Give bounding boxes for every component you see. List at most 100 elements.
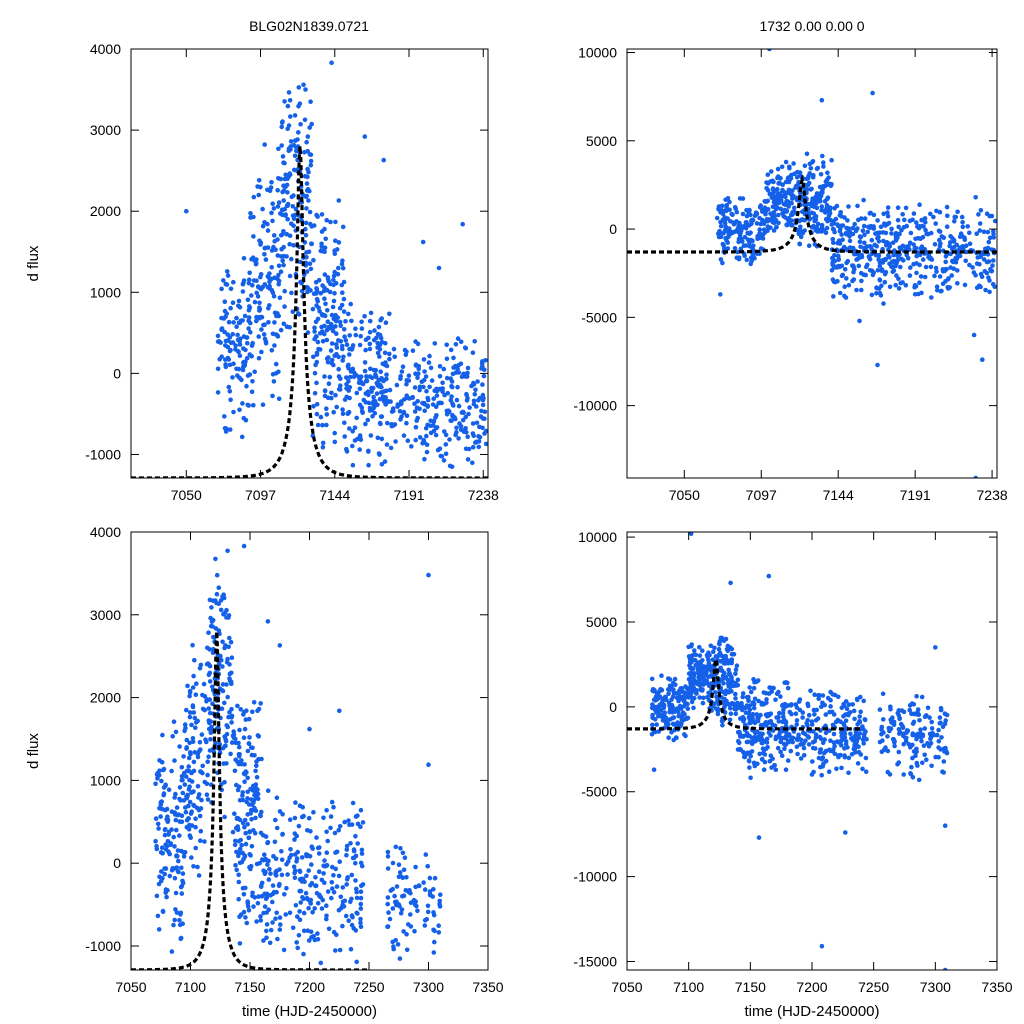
data-point (863, 769, 869, 774)
data-point (340, 258, 345, 264)
data-point (983, 246, 988, 252)
data-point (325, 319, 331, 325)
data-point (196, 873, 202, 878)
data-point (340, 885, 346, 890)
data-point (472, 339, 478, 344)
data-point (243, 841, 249, 847)
data-point (741, 749, 746, 755)
data-point (179, 813, 185, 818)
data-point (777, 710, 782, 716)
data-point (292, 868, 298, 874)
data-point (306, 905, 311, 911)
data-point (282, 288, 288, 294)
data-point (377, 347, 383, 352)
data-point (910, 217, 915, 223)
data-point (735, 677, 741, 683)
data-point (256, 178, 262, 183)
data-point (870, 272, 876, 278)
data-point (245, 789, 250, 795)
data-point (842, 293, 847, 299)
data-point (723, 656, 729, 661)
data-point (268, 871, 273, 876)
data-point (688, 666, 693, 671)
data-point (482, 431, 487, 436)
data-point (236, 896, 241, 902)
data-point (155, 776, 160, 781)
data-point (945, 285, 950, 290)
data-point-outlier (426, 572, 431, 578)
data-point (352, 425, 358, 431)
data-point (444, 342, 450, 348)
data-point (205, 772, 210, 778)
data-point (721, 699, 726, 705)
data-point (213, 740, 218, 746)
data-point (322, 226, 327, 232)
data-point (245, 812, 250, 817)
data-point (880, 230, 886, 235)
data-point (458, 361, 464, 367)
data-point-outlier (329, 60, 334, 66)
data-point (764, 180, 769, 185)
data-point (805, 176, 811, 181)
data-point (276, 200, 282, 205)
data-point (955, 281, 960, 286)
data-point (329, 799, 335, 805)
data-point (918, 236, 923, 241)
data-point (374, 335, 379, 341)
data-point (176, 858, 181, 864)
y-tick-label: 5000 (586, 133, 617, 149)
data-point (257, 860, 263, 866)
data-point (416, 883, 422, 889)
data-point (220, 664, 225, 669)
data-point (671, 690, 677, 696)
y-tick-label: 0 (113, 855, 121, 871)
data-point (374, 391, 380, 396)
data-point (227, 362, 233, 368)
data-point (929, 726, 935, 731)
data-point (367, 408, 373, 413)
data-point (774, 715, 779, 720)
x-tick-label: 7300 (413, 979, 444, 995)
data-point (810, 740, 816, 745)
data-point (290, 204, 296, 209)
data-point (908, 745, 913, 750)
data-point (207, 697, 212, 702)
data-point (950, 258, 955, 264)
data-point (838, 210, 843, 215)
data-point (209, 605, 214, 610)
data-point (922, 714, 928, 719)
data-point (888, 726, 894, 731)
data-point (943, 266, 948, 272)
data-point (253, 763, 259, 769)
data-point (325, 395, 331, 401)
data-point (240, 282, 246, 287)
data-point (285, 126, 291, 132)
data-point (928, 736, 933, 742)
data-point (195, 754, 201, 760)
data-point (805, 717, 810, 723)
data-point (748, 689, 754, 695)
data-point (413, 371, 418, 377)
data-point (981, 229, 987, 235)
data-point (922, 274, 928, 280)
data-point (274, 910, 280, 916)
data-point (264, 910, 270, 915)
data-point (464, 391, 469, 397)
data-point (303, 890, 309, 896)
data-point (416, 366, 422, 372)
data-point (363, 337, 369, 343)
data-point (347, 822, 352, 828)
data-point (225, 344, 231, 350)
data-point (808, 166, 814, 171)
data-point (437, 901, 442, 907)
data-point (264, 922, 270, 927)
data-point (376, 377, 382, 383)
data-point (841, 244, 847, 250)
data-point (270, 899, 275, 905)
data-point (476, 398, 481, 403)
data-point (861, 197, 866, 203)
data-point (785, 202, 790, 208)
data-point (267, 940, 273, 946)
data-point (407, 888, 412, 893)
data-point (413, 362, 419, 368)
